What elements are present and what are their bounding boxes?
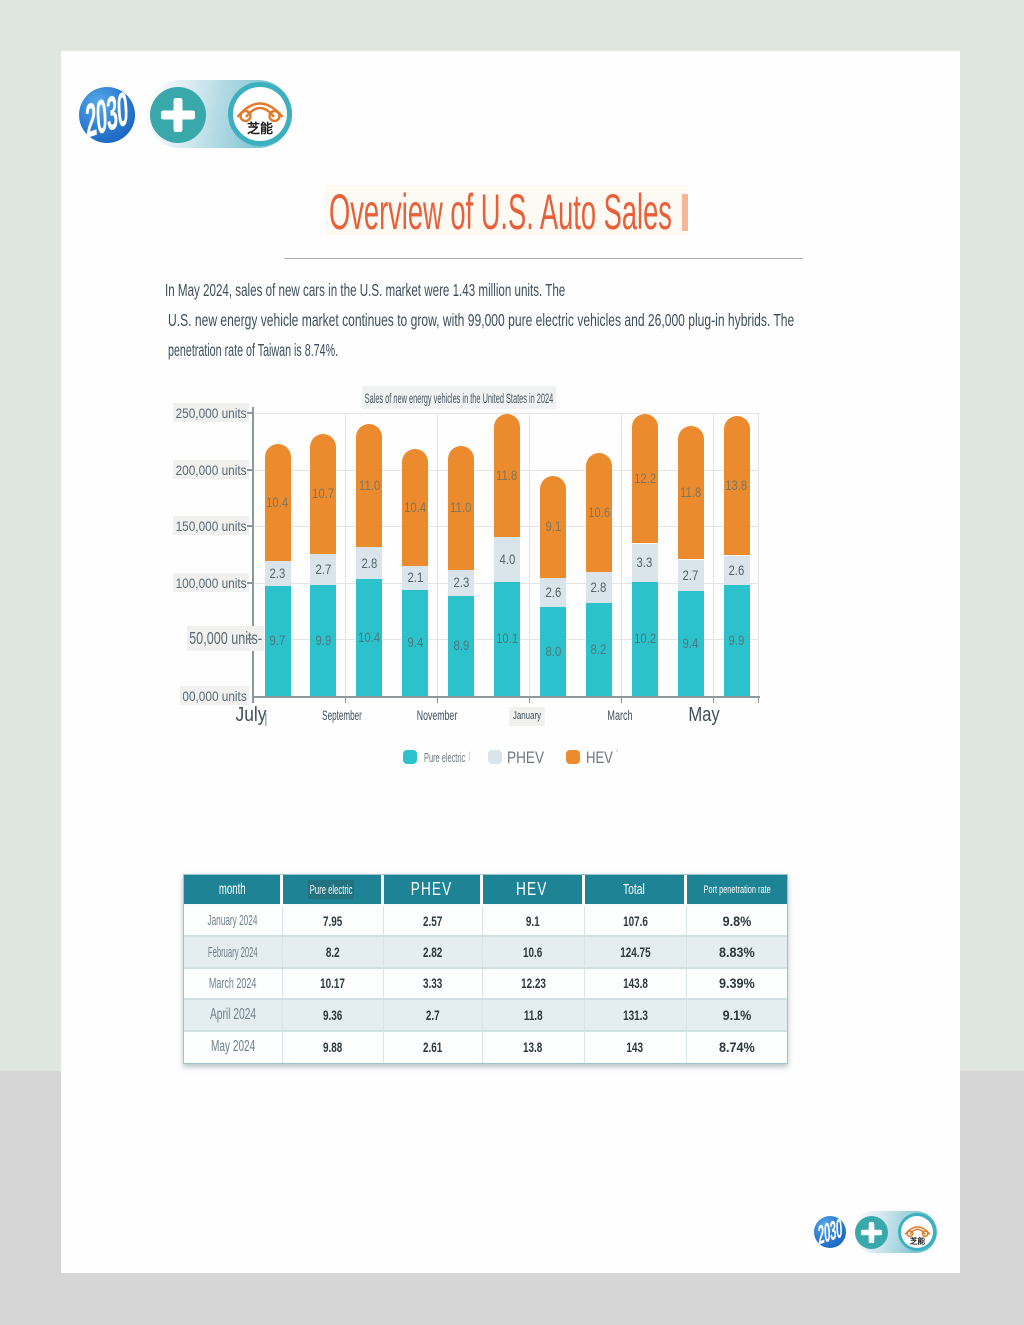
svg-text:芝能: 芝能	[247, 121, 273, 136]
svg-text:芝能: 芝能	[909, 1235, 925, 1244]
